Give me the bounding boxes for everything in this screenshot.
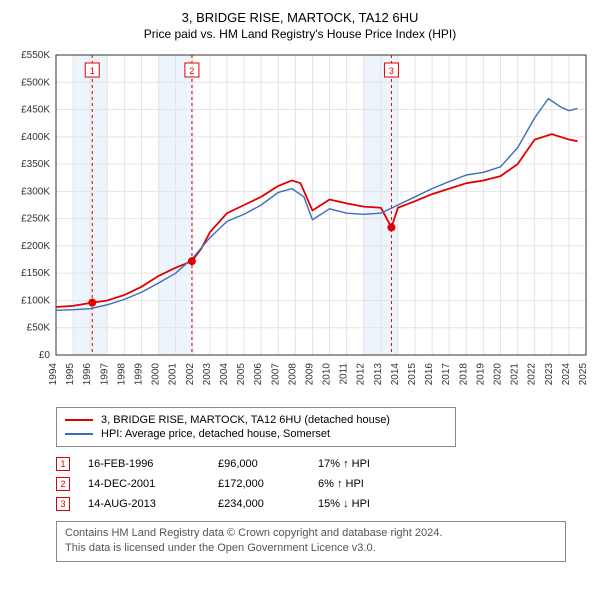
event-row: 3 14-AUG-2013£234,00015% ↓ HPI <box>56 497 592 511</box>
attribution-line: Contains HM Land Registry data © Crown c… <box>65 526 557 541</box>
svg-text:2002: 2002 <box>185 363 196 386</box>
legend-swatch <box>65 419 93 421</box>
svg-text:3: 3 <box>389 66 394 76</box>
svg-text:2023: 2023 <box>544 363 555 386</box>
event-marker-icon: 1 <box>56 457 70 471</box>
svg-text:2006: 2006 <box>253 363 264 386</box>
event-date: 14-AUG-2013 <box>88 498 218 510</box>
svg-text:2021: 2021 <box>510 363 521 386</box>
svg-text:£150K: £150K <box>21 268 50 279</box>
event-delta: 6% ↑ HPI <box>318 478 428 490</box>
svg-text:1: 1 <box>90 66 95 76</box>
events-table: 1 16-FEB-1996£96,00017% ↑ HPI 2 14-DEC-2001… <box>56 457 592 511</box>
svg-text:£200K: £200K <box>21 241 50 252</box>
svg-text:2025: 2025 <box>578 363 589 386</box>
svg-text:2005: 2005 <box>236 363 247 386</box>
svg-text:2001: 2001 <box>168 363 179 386</box>
page-title: 3, BRIDGE RISE, MARTOCK, TA12 6HU <box>8 10 592 25</box>
svg-text:£250K: £250K <box>21 214 50 225</box>
svg-text:1998: 1998 <box>116 363 127 386</box>
svg-text:2011: 2011 <box>339 363 350 385</box>
svg-text:2015: 2015 <box>407 363 418 386</box>
svg-text:£400K: £400K <box>21 132 50 143</box>
event-row: 1 16-FEB-1996£96,00017% ↑ HPI <box>56 457 592 471</box>
svg-text:2012: 2012 <box>356 363 367 386</box>
price-chart: £0 £50K £100K £150K £200K £250K £300K £350K £400… <box>8 49 592 399</box>
attribution-line: This data is licensed under the Open Gov… <box>65 541 557 556</box>
svg-text:£300K: £300K <box>21 186 50 197</box>
legend-item: 3, BRIDGE RISE, MARTOCK, TA12 6HU (detac… <box>65 414 447 426</box>
event-price: £234,000 <box>218 498 318 510</box>
svg-text:£50K: £50K <box>27 323 51 334</box>
attribution: Contains HM Land Registry data © Crown c… <box>56 521 566 562</box>
svg-text:2018: 2018 <box>458 363 469 386</box>
svg-text:1999: 1999 <box>133 363 144 386</box>
page-subtitle: Price paid vs. HM Land Registry's House … <box>8 27 592 41</box>
event-row: 2 14-DEC-2001£172,0006% ↑ HPI <box>56 477 592 491</box>
svg-text:2016: 2016 <box>424 363 435 386</box>
event-marker-icon: 3 <box>56 497 70 511</box>
svg-text:£0: £0 <box>39 350 51 361</box>
svg-text:2: 2 <box>189 66 194 76</box>
svg-text:2019: 2019 <box>475 363 486 386</box>
legend-label: HPI: Average price, detached house, Some… <box>101 428 330 440</box>
svg-text:2008: 2008 <box>287 363 298 386</box>
svg-text:2009: 2009 <box>304 363 315 386</box>
event-marker-icon: 2 <box>56 477 70 491</box>
svg-text:£550K: £550K <box>21 50 50 61</box>
svg-text:2024: 2024 <box>561 363 572 386</box>
legend-label: 3, BRIDGE RISE, MARTOCK, TA12 6HU (detac… <box>101 414 390 426</box>
legend-item: HPI: Average price, detached house, Some… <box>65 428 447 440</box>
event-delta: 15% ↓ HPI <box>318 498 428 510</box>
chart-container: £0 £50K £100K £150K £200K £250K £300K £350K £400… <box>8 49 592 399</box>
svg-text:2017: 2017 <box>441 363 452 386</box>
event-delta: 17% ↑ HPI <box>318 458 428 470</box>
svg-text:£500K: £500K <box>21 77 50 88</box>
svg-text:1996: 1996 <box>82 363 93 386</box>
svg-text:2010: 2010 <box>322 363 333 386</box>
svg-text:2000: 2000 <box>151 363 162 386</box>
svg-text:1994: 1994 <box>48 363 59 386</box>
svg-text:2013: 2013 <box>373 363 384 386</box>
event-price: £172,000 <box>218 478 318 490</box>
svg-text:£100K: £100K <box>21 295 50 306</box>
svg-text:2003: 2003 <box>202 363 213 386</box>
legend-swatch <box>65 433 93 435</box>
event-date: 14-DEC-2001 <box>88 478 218 490</box>
svg-text:1997: 1997 <box>99 363 110 386</box>
svg-text:1995: 1995 <box>65 363 76 386</box>
svg-text:2020: 2020 <box>493 363 504 386</box>
legend: 3, BRIDGE RISE, MARTOCK, TA12 6HU (detac… <box>56 407 456 447</box>
svg-text:2004: 2004 <box>219 363 230 386</box>
svg-text:2022: 2022 <box>527 363 538 386</box>
event-date: 16-FEB-1996 <box>88 458 218 470</box>
svg-text:£450K: £450K <box>21 105 50 116</box>
event-price: £96,000 <box>218 458 318 470</box>
svg-text:2014: 2014 <box>390 363 401 386</box>
svg-text:£350K: £350K <box>21 159 50 170</box>
svg-text:2007: 2007 <box>270 363 281 386</box>
